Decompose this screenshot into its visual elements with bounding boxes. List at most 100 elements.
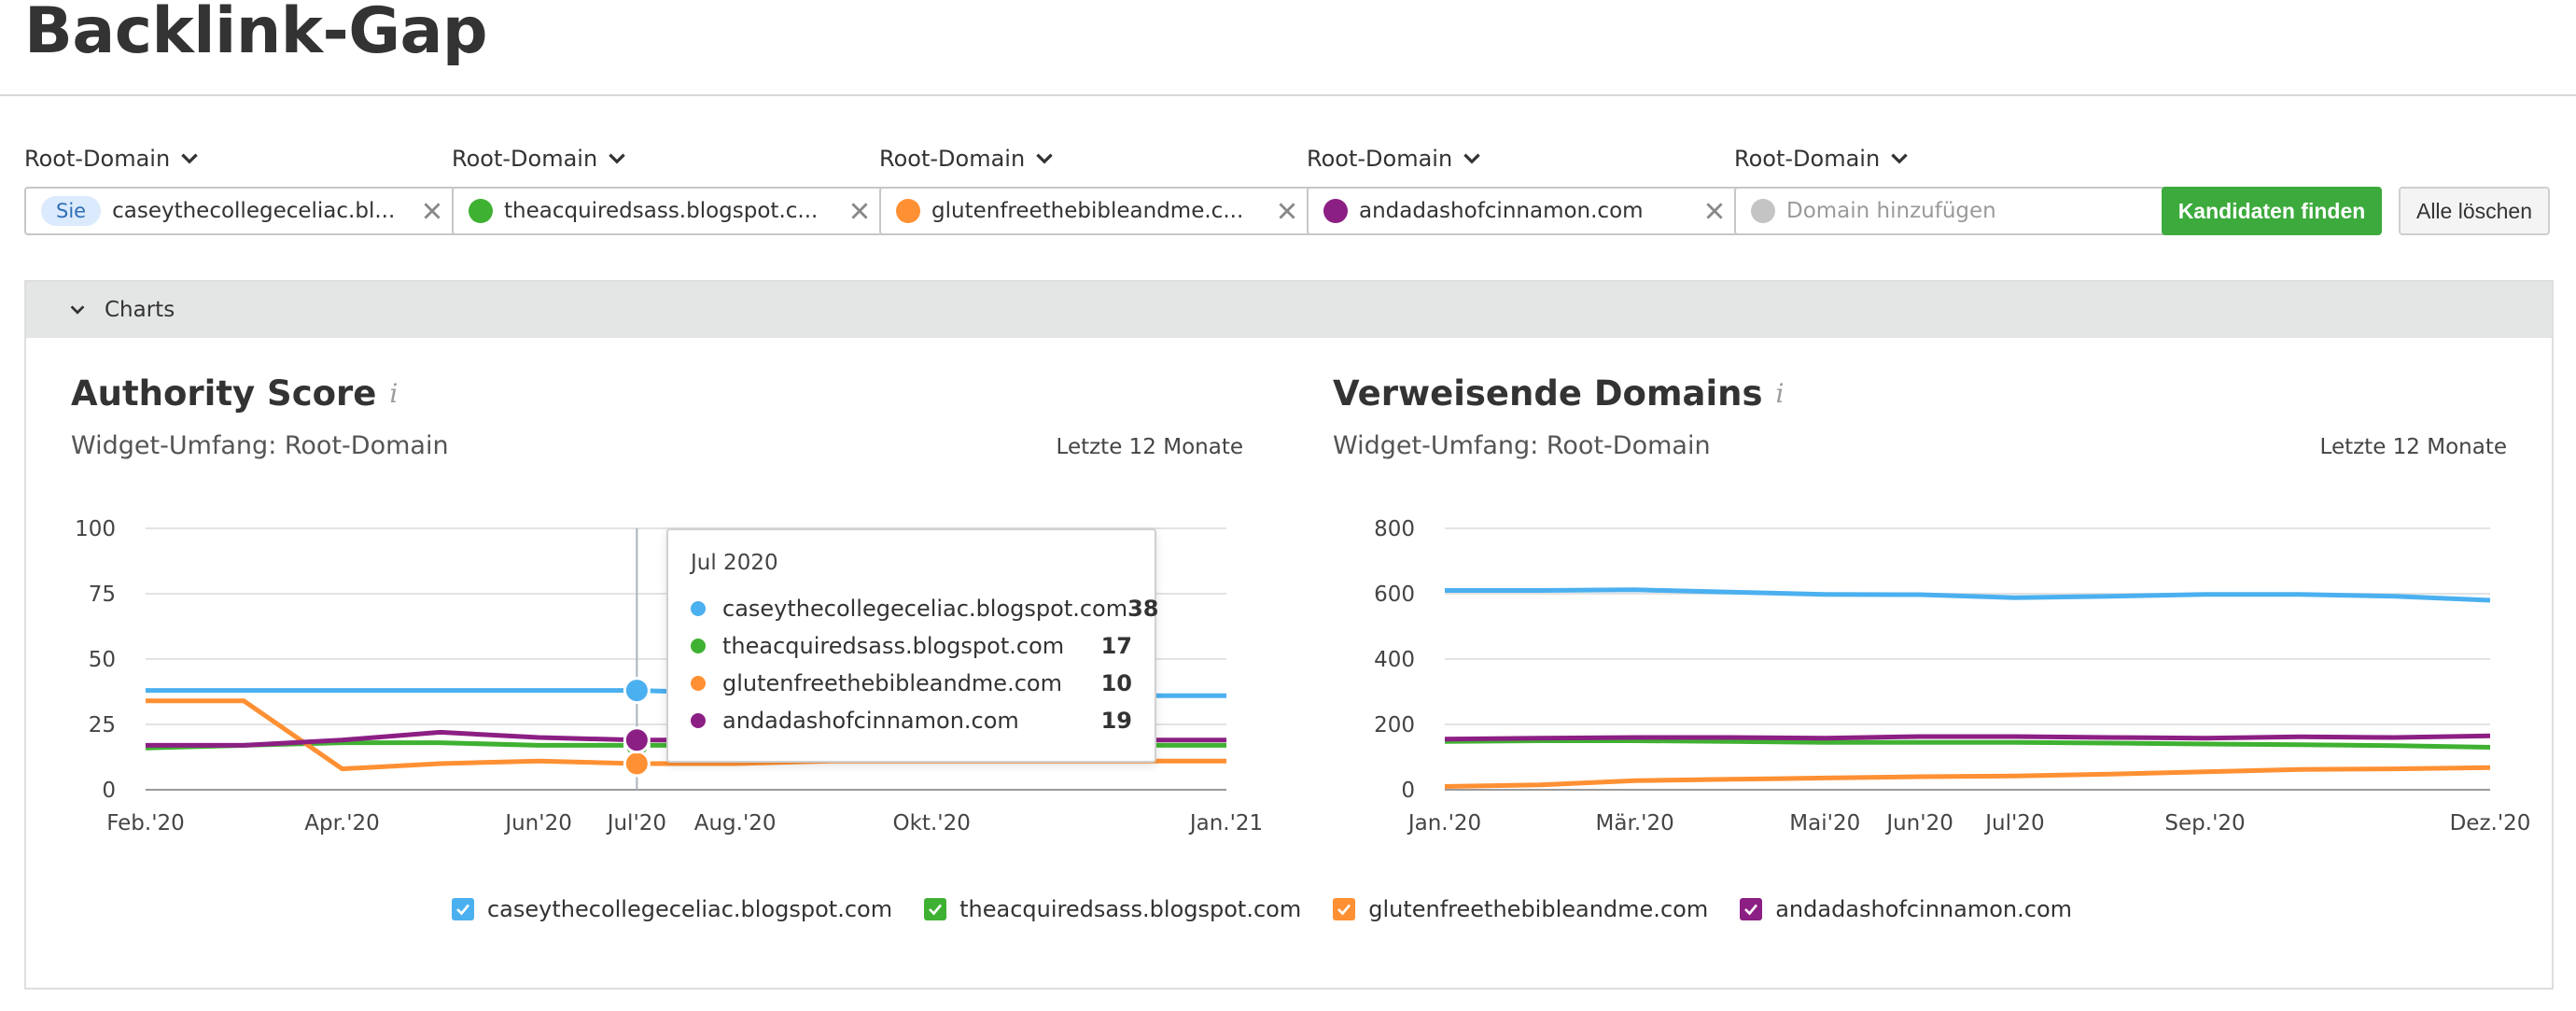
info-icon[interactable]: i [389, 378, 399, 409]
referring-domains-title: Verweisende Domains i [1333, 373, 1785, 414]
checkbox-checked-icon[interactable] [924, 898, 947, 920]
domain-type-dropdown[interactable]: Root-Domain [879, 140, 1316, 177]
domain-type-label: Root-Domain [879, 146, 1026, 172]
you-badge: Sie [41, 196, 102, 226]
y-tick-label: 600 [1374, 583, 1415, 607]
chevron-down-icon [70, 305, 85, 315]
tooltip-value: 19 [1100, 708, 1132, 734]
domain-color-dot [469, 199, 493, 223]
x-tick-label: Feb.'20 [106, 811, 185, 835]
charts-toggle[interactable]: Charts [26, 282, 2552, 338]
checkbox-checked-icon[interactable] [451, 898, 474, 920]
widget-period: Letzte 12 Monate [1056, 435, 1243, 459]
x-tick-label: Jan.'20 [1407, 811, 1481, 835]
checkbox-checked-icon[interactable] [1740, 898, 1763, 920]
series-line[interactable] [1444, 765, 2491, 789]
domain-color-dot [1323, 199, 1348, 223]
series-line[interactable] [1445, 587, 2491, 603]
y-tick-label: 400 [1374, 648, 1415, 672]
series-dot [691, 676, 706, 691]
domain-type-dropdown[interactable]: Root-Domain [1307, 140, 1743, 177]
y-tick-label: 25 [89, 713, 116, 737]
domain-type-dropdown[interactable]: Root-Domain [24, 140, 461, 177]
tooltip-row: glutenfreethebibleandme.com 10 [691, 665, 1132, 702]
charts-panel: Charts [24, 280, 2554, 990]
domain-input-2[interactable]: theacquiredsass.blogspot.c... [452, 187, 889, 235]
legend-label: glutenfreethebibleandme.com [1368, 896, 1709, 922]
y-tick-label: 0 [1401, 779, 1415, 803]
domain-type-label: Root-Domain [1307, 146, 1453, 172]
authority-score-title: Authority Score i [71, 373, 398, 414]
series-line[interactable] [1444, 738, 2491, 750]
referring-domains-chart[interactable]: 0 200 400 600 800 Jan.'20 Mär.'20 Mai'20 Jun'20 J… [0, 0, 2576, 859]
domain-group-2: Root-Domain theacquiredsass.blogspot.c..… [452, 140, 889, 235]
y-tick-label: 75 [89, 583, 116, 607]
domain-type-label: Root-Domain [24, 146, 171, 172]
tooltip-date: Jul 2020 [691, 551, 778, 575]
x-tick-label: Jun'20 [503, 811, 572, 835]
close-icon[interactable] [1275, 199, 1299, 223]
y-tick-label: 100 [75, 517, 116, 541]
legend-item[interactable]: caseythecollegeceliac.blogspot.com [451, 896, 893, 922]
domain-type-label: Root-Domain [452, 146, 598, 172]
widget-scope: Widget-Umfang: Root-Domain [71, 431, 449, 460]
domain-input-3[interactable]: glutenfreethebibleandme.c... [879, 187, 1316, 235]
chevron-down-icon [181, 153, 198, 164]
x-tick-label: Dez.'20 [2450, 811, 2531, 835]
x-tick-label: Okt.'20 [893, 811, 971, 835]
chart-tooltip: Jul 2020 caseythecollegeceliac.blogspot.… [666, 528, 1159, 763]
domain-type-dropdown[interactable]: Root-Domain [452, 140, 889, 177]
tooltip-value: 17 [1100, 633, 1132, 659]
data-point[interactable] [623, 677, 651, 705]
widget-title-text: Authority Score [71, 373, 377, 414]
close-icon[interactable] [1702, 199, 1727, 223]
x-tick-label: Mai'20 [1789, 811, 1860, 835]
x-tick-label: Jan.'21 [1188, 811, 1263, 835]
chevron-down-icon [1036, 153, 1053, 164]
chevron-down-icon [609, 153, 625, 164]
legend-item[interactable]: theacquiredsass.blogspot.com [924, 896, 1301, 922]
y-tick-label: 50 [89, 648, 116, 672]
domain-input-1[interactable]: Sie caseythecollegeceliac.bl... [24, 187, 461, 235]
domain-group-4: Root-Domain andadashofcinnamon.com [1307, 140, 1743, 235]
widget-scope: Widget-Umfang: Root-Domain [1333, 431, 1711, 460]
domain-type-label: Root-Domain [1734, 146, 1881, 172]
x-tick-label: Jun'20 [1884, 811, 1953, 835]
legend-label: caseythecollegeceliac.blogspot.com [486, 896, 893, 922]
tooltip-domain: glutenfreethebibleandme.com [722, 670, 1062, 696]
chart-legend: caseythecollegeceliac.blogspot.com theac… [0, 896, 2550, 922]
checkbox-checked-icon[interactable] [1333, 898, 1356, 920]
tooltip-domain: caseythecollegeceliac.blogspot.com [722, 596, 1128, 622]
close-icon[interactable] [847, 199, 872, 223]
x-tick-label: Sep.'20 [2164, 811, 2245, 835]
tooltip-row: caseythecollegeceliac.blogspot.com 38 [691, 590, 1159, 627]
tooltip-value: 10 [1100, 670, 1132, 696]
domain-color-dot [896, 199, 920, 223]
x-tick-label: Aug.'20 [694, 811, 777, 835]
domain-input-5[interactable]: Domain hinzufügen [1734, 187, 2171, 235]
domain-input-4[interactable]: andadashofcinnamon.com [1307, 187, 1743, 235]
tooltip-row: theacquiredsass.blogspot.com 17 [691, 627, 1132, 665]
page-title: Backlink-Gap [24, 0, 488, 68]
close-icon[interactable] [420, 199, 444, 223]
data-point[interactable] [623, 726, 651, 754]
x-tick-label: Apr.'20 [304, 811, 380, 835]
domain-group-5: Root-Domain Domain hinzufügen [1734, 140, 2171, 235]
legend-label: andadashofcinnamon.com [1775, 896, 2073, 922]
series-dot [691, 601, 706, 616]
tooltip-domain: theacquiredsass.blogspot.com [722, 633, 1065, 659]
series-line[interactable] [1444, 733, 2491, 742]
legend-item[interactable]: andadashofcinnamon.com [1740, 896, 2072, 922]
series-dot [691, 639, 706, 653]
series-dot [691, 713, 706, 728]
domain-group-1: Root-Domain Sie caseythecollegeceliac.bl… [24, 140, 461, 235]
legend-item[interactable]: glutenfreethebibleandme.com [1333, 896, 1708, 922]
y-tick-label: 200 [1374, 713, 1415, 737]
find-candidates-button[interactable]: Kandidaten finden [2162, 187, 2382, 235]
tooltip-domain: andadashofcinnamon.com [722, 708, 1019, 734]
title-divider [0, 94, 2576, 96]
info-icon[interactable]: i [1775, 378, 1785, 409]
clear-all-button[interactable]: Alle löschen [2399, 187, 2550, 235]
tooltip-row: andadashofcinnamon.com 19 [691, 702, 1132, 739]
domain-type-dropdown[interactable]: Root-Domain [1734, 140, 2171, 177]
